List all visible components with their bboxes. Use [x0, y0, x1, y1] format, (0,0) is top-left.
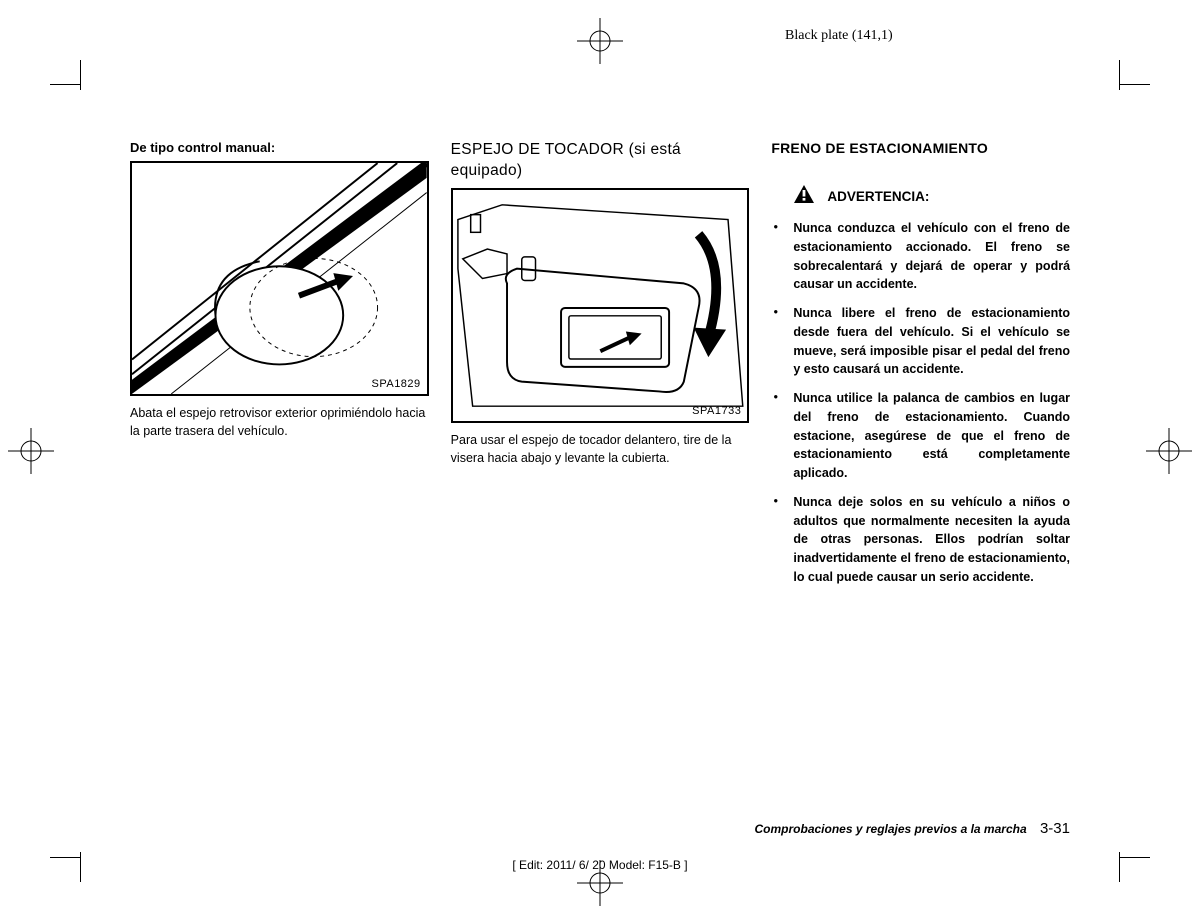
crop-mark: [1119, 852, 1120, 882]
column-2: ESPEJO DE TOCADOR (si está equipado): [451, 140, 750, 840]
crop-mark: [1120, 857, 1150, 858]
column-1: De tipo control manual: SPA1829 Abata el…: [130, 140, 429, 840]
figure-label: SPA1733: [692, 405, 741, 417]
col1-caption: Abata el espejo retrovisor exterior opri…: [130, 404, 429, 440]
registration-mark-icon: [8, 428, 54, 474]
crop-mark: [1119, 60, 1120, 90]
crop-mark: [50, 857, 80, 858]
crop-mark: [80, 60, 81, 90]
plate-label: Black plate (141,1): [785, 28, 893, 44]
warning-item: Nunca conduzca el vehículo con el freno …: [771, 219, 1070, 294]
figure-visor: SPA1733: [451, 188, 750, 423]
warning-item: Nunca libere el freno de estacionamiento…: [771, 304, 1070, 379]
footer-right: Comprobaciones y reglajes previos a la m…: [755, 820, 1071, 837]
mirror-illustration: [132, 163, 427, 394]
warning-list: Nunca conduzca el vehículo con el freno …: [771, 219, 1070, 587]
warning-item: Nunca utilice la palanca de cambios en l…: [771, 389, 1070, 483]
registration-mark-icon: [1146, 428, 1192, 474]
col1-heading: De tipo control manual:: [130, 140, 429, 155]
registration-mark-icon: [577, 18, 623, 64]
column-3: FRENO DE ESTACIONAMIENTO ADVERTENCIA: Nu…: [771, 140, 1070, 840]
warning-triangle-icon: [793, 184, 815, 209]
visor-illustration: [453, 190, 748, 421]
figure-label: SPA1829: [372, 378, 421, 390]
warning-header: ADVERTENCIA:: [793, 184, 1070, 209]
page-number: 3-31: [1040, 820, 1070, 837]
page-content: De tipo control manual: SPA1829 Abata el…: [130, 140, 1070, 840]
col2-caption: Para usar el espejo de tocador delantero…: [451, 431, 750, 467]
col2-heading: ESPEJO DE TOCADOR (si está equipado): [451, 140, 750, 182]
figure-mirror: SPA1829: [130, 161, 429, 396]
footer-edit-info: [ Edit: 2011/ 6/ 20 Model: F15-B ]: [512, 858, 687, 872]
crop-mark: [1120, 84, 1150, 85]
crop-mark: [80, 852, 81, 882]
chapter-title: Comprobaciones y reglajes previos a la m…: [755, 822, 1027, 836]
crop-mark: [50, 84, 80, 85]
warning-label: ADVERTENCIA:: [827, 189, 929, 204]
warning-item: Nunca deje solos en su vehículo a niños …: [771, 493, 1070, 587]
section-title: FRENO DE ESTACIONAMIENTO: [771, 140, 1070, 156]
